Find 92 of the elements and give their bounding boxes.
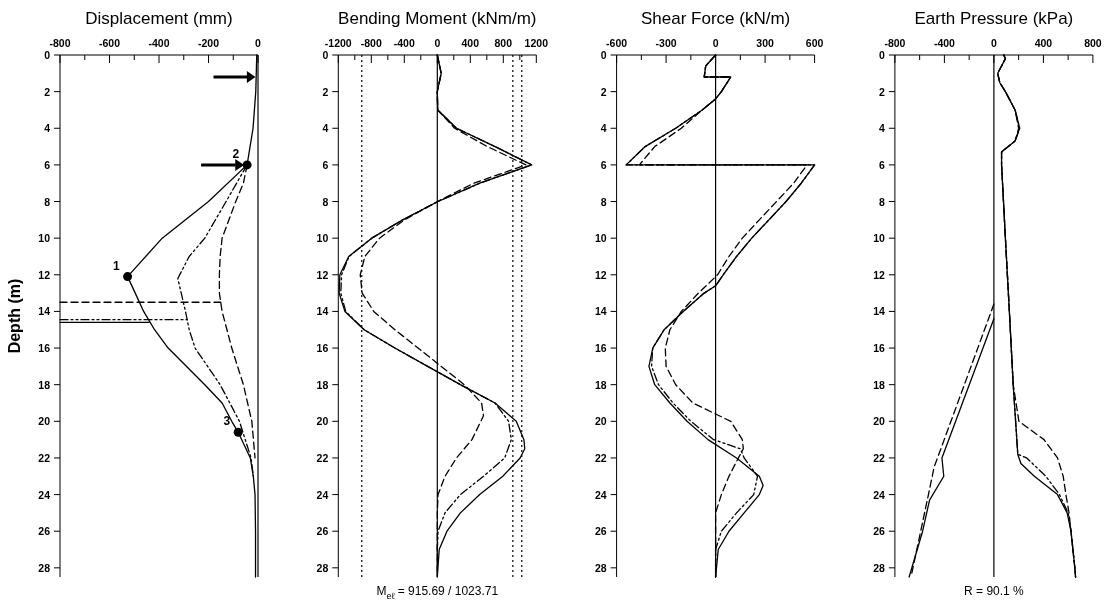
x-tick-label: -600 bbox=[606, 37, 628, 49]
x-tick-label: -300 bbox=[655, 37, 677, 49]
y-tick-label: 14 bbox=[873, 305, 886, 318]
y-tick-label: 4 bbox=[44, 122, 51, 135]
y-tick-label: 18 bbox=[316, 378, 329, 391]
y-tick-label: 2 bbox=[600, 85, 607, 98]
y-tick-label: 12 bbox=[873, 268, 886, 281]
y-tick-label: 16 bbox=[316, 342, 329, 355]
x-tick-label: -400 bbox=[933, 37, 956, 49]
x-tick-label: -800 bbox=[49, 37, 71, 49]
x-tick-label: -200 bbox=[197, 37, 220, 49]
y-tick-label: 28 bbox=[316, 561, 329, 574]
x-tick-label: -400 bbox=[393, 37, 415, 49]
x-tick-label: -800 bbox=[360, 37, 382, 49]
y-tick-label: 12 bbox=[316, 268, 329, 281]
y-tick-label: 6 bbox=[44, 158, 51, 171]
y-tick-label: 14 bbox=[594, 305, 607, 318]
y-tick-label: 2 bbox=[44, 85, 51, 98]
x-tick-label: 400 bbox=[461, 37, 480, 49]
y-tick-label: 0 bbox=[322, 49, 329, 61]
y-tick-label: 12 bbox=[38, 268, 51, 281]
x-tick-label: 0 bbox=[434, 37, 441, 49]
y-tick-label: 28 bbox=[594, 561, 607, 574]
y-tick-label: 6 bbox=[600, 158, 607, 171]
y-tick-label: 18 bbox=[594, 378, 607, 391]
x-tick-label: 300 bbox=[756, 37, 775, 49]
x-tick-label: 800 bbox=[494, 37, 513, 49]
y-tick-label: 12 bbox=[594, 268, 607, 281]
chart-title: Shear Force (kN/m) bbox=[640, 9, 791, 28]
y-tick-label: 26 bbox=[38, 525, 51, 538]
y-tick-label: 10 bbox=[316, 232, 329, 245]
y-tick-label: 10 bbox=[38, 232, 51, 245]
y-tick-label: 2 bbox=[879, 85, 886, 98]
y-tick-label: 10 bbox=[594, 232, 607, 245]
x-tick-label: -1200 bbox=[324, 37, 352, 49]
y-tick-label: 8 bbox=[600, 195, 607, 208]
y-tick-label: 22 bbox=[38, 451, 51, 464]
y-tick-label: 28 bbox=[38, 561, 51, 574]
y-tick-label: 8 bbox=[322, 195, 329, 208]
chart-title: Earth Pressure (kPa) bbox=[914, 9, 1074, 28]
annotation: 3 bbox=[223, 414, 231, 429]
y-tick-label: 20 bbox=[873, 415, 886, 428]
y-tick-label: 26 bbox=[594, 525, 607, 538]
x-tick-label: 0 bbox=[990, 37, 997, 49]
x-tick-label: 0 bbox=[255, 37, 262, 49]
text: M$_{eℓ}$ = 915.69 / 1023.71 bbox=[376, 584, 499, 601]
y-axis-title: Depth (m) bbox=[6, 278, 23, 354]
y-tick-label: 10 bbox=[873, 232, 886, 245]
x-tick-label: 800 bbox=[1084, 37, 1102, 49]
y-tick-label: 4 bbox=[879, 122, 886, 135]
y-tick-label: 14 bbox=[38, 305, 51, 318]
y-tick-label: 26 bbox=[316, 525, 329, 538]
y-tick-label: 24 bbox=[594, 488, 607, 501]
y-tick-label: 0 bbox=[44, 49, 51, 61]
y-tick-label: 16 bbox=[594, 342, 607, 355]
y-tick-label: 22 bbox=[316, 451, 329, 464]
x-tick-label: 600 bbox=[805, 37, 824, 49]
y-tick-label: 4 bbox=[322, 122, 329, 135]
x-tick-label: -600 bbox=[98, 37, 121, 49]
y-tick-label: 22 bbox=[873, 451, 886, 464]
y-tick-label: 14 bbox=[316, 305, 329, 318]
y-tick-label: 20 bbox=[594, 415, 607, 428]
x-tick-label: -800 bbox=[884, 37, 906, 49]
y-tick-label: 16 bbox=[873, 342, 886, 355]
y-tick-label: 8 bbox=[44, 195, 51, 208]
y-tick-label: 22 bbox=[594, 451, 607, 464]
y-tick-label: 0 bbox=[879, 49, 886, 61]
y-tick-label: 4 bbox=[600, 122, 607, 135]
chart-title: Displacement (mm) bbox=[85, 9, 233, 28]
y-tick-label: 6 bbox=[322, 158, 329, 171]
y-tick-label: 18 bbox=[873, 378, 886, 391]
y-tick-label: 6 bbox=[879, 158, 886, 171]
y-tick-label: 28 bbox=[873, 561, 886, 574]
annotation: 1 bbox=[112, 258, 120, 273]
x-tick-label: 0 bbox=[712, 37, 719, 49]
y-tick-label: 26 bbox=[873, 525, 886, 538]
x-tick-label: 1200 bbox=[524, 37, 549, 49]
annotation: 2 bbox=[232, 146, 240, 161]
x-tick-label: 400 bbox=[1034, 37, 1053, 49]
chart-title: Bending Moment (kNm/m) bbox=[338, 9, 537, 28]
y-tick-label: 8 bbox=[879, 195, 886, 208]
y-tick-label: 24 bbox=[316, 488, 329, 501]
y-tick-label: 16 bbox=[38, 342, 51, 355]
text: R = 90.1 % bbox=[964, 584, 1025, 598]
y-tick-label: 18 bbox=[38, 378, 51, 391]
y-tick-label: 24 bbox=[873, 488, 886, 501]
x-tick-label: -400 bbox=[148, 37, 170, 49]
y-tick-label: 2 bbox=[322, 85, 329, 98]
y-tick-label: 0 bbox=[600, 49, 607, 61]
y-tick-label: 20 bbox=[38, 415, 51, 428]
y-tick-label: 20 bbox=[316, 415, 329, 428]
y-tick-label: 24 bbox=[38, 488, 51, 501]
